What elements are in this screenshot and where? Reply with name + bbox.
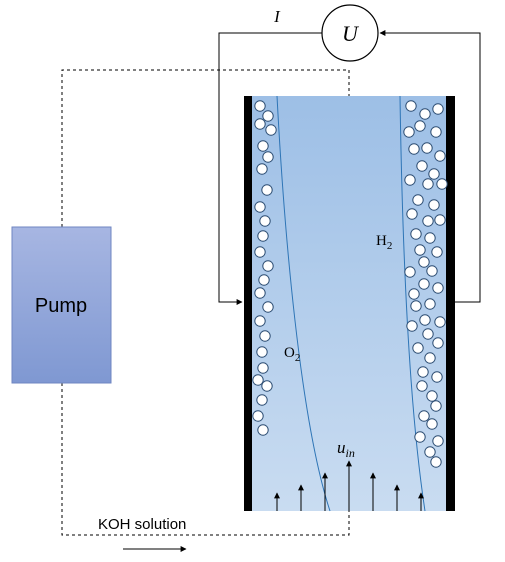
gas-bubble [432, 282, 444, 294]
gas-bubble [256, 163, 268, 175]
gas-bubble [412, 342, 424, 354]
gas-bubble [412, 194, 424, 206]
gas-bubble [406, 208, 418, 220]
gas-bubble [422, 178, 434, 190]
gas-bubble [406, 320, 418, 332]
gas-bubble [416, 160, 428, 172]
gas-bubble [254, 246, 266, 258]
anode-electrode [244, 96, 252, 511]
gas-bubble [419, 314, 431, 326]
inlet-velocity-label: uin [337, 438, 355, 460]
gas-bubble [432, 103, 444, 115]
cathode-electrode [446, 96, 455, 511]
gas-bubble [418, 278, 430, 290]
gas-bubble [418, 410, 430, 422]
gas-bubble [428, 168, 440, 180]
gas-bubble [261, 184, 273, 196]
gas-bubble [431, 246, 443, 258]
gas-bubble [426, 418, 438, 430]
gas-bubble [430, 126, 442, 138]
gas-bubble [424, 446, 436, 458]
koh-circulation-loop [61, 69, 350, 536]
gas-bubble [254, 201, 266, 213]
gas-bubble [410, 228, 422, 240]
gas-bubble [257, 362, 269, 374]
gas-bubble [256, 346, 268, 358]
gas-bubble [417, 366, 429, 378]
gas-bubble [262, 260, 274, 272]
gas-bubble [418, 256, 430, 268]
gas-bubble [432, 337, 444, 349]
voltage-label: U [342, 21, 360, 46]
voltage-source: U [321, 4, 379, 62]
oxygen-label: O2 [284, 345, 300, 364]
gas-bubble [254, 118, 266, 130]
gas-bubble [421, 142, 433, 154]
gas-bubble [404, 174, 416, 186]
gas-bubble [262, 110, 274, 122]
gas-bubble [261, 380, 273, 392]
gas-bubble [258, 274, 270, 286]
gas-bubble [431, 371, 443, 383]
inlet-velocity-arrows [274, 460, 424, 511]
oxygen-bubbles [252, 100, 277, 436]
hydrogen-bubbles [403, 100, 448, 468]
gas-bubble [434, 150, 446, 162]
gas-bubble [416, 380, 428, 392]
gas-bubble [432, 435, 444, 447]
gas-bubble [257, 424, 269, 436]
gas-bubble [262, 151, 274, 163]
gas-bubble [419, 108, 431, 120]
gas-plume-boundaries [276, 95, 426, 512]
gas-bubble [408, 288, 420, 300]
gas-bubble [256, 394, 268, 406]
pump-label: Pump [35, 295, 87, 317]
gas-bubble [414, 244, 426, 256]
gas-bubble [426, 265, 438, 277]
gas-bubble [434, 316, 446, 328]
gas-bubble [414, 120, 426, 132]
gas-bubble [408, 143, 420, 155]
pump: Pump [11, 226, 112, 384]
gas-bubble [265, 124, 277, 136]
gas-bubble [254, 315, 266, 327]
gas-bubble [404, 266, 416, 278]
gas-bubble [259, 215, 271, 227]
external-circuit [218, 30, 481, 305]
gas-bubble [257, 230, 269, 242]
gas-bubble [403, 126, 415, 138]
gas-bubble [426, 390, 438, 402]
gas-bubble [405, 100, 417, 112]
gas-bubble [434, 214, 446, 226]
gas-bubble [254, 100, 266, 112]
gas-bubble [262, 301, 274, 313]
gas-bubble [436, 178, 448, 190]
gas-bubble [410, 300, 422, 312]
current-label: I [273, 7, 281, 26]
gas-bubble [424, 232, 436, 244]
gas-bubble [257, 140, 269, 152]
gas-bubble [424, 298, 436, 310]
hydrogen-label: H2 [376, 233, 392, 252]
gas-bubble [259, 330, 271, 342]
gas-bubble [422, 215, 434, 227]
gas-bubble [414, 431, 426, 443]
gas-bubble [424, 352, 436, 364]
koh-solution-label: KOH solution [98, 516, 186, 533]
gas-bubble [428, 199, 440, 211]
gas-bubble [252, 410, 264, 422]
gas-bubble [254, 287, 266, 299]
gas-bubble [430, 456, 442, 468]
gas-bubble [430, 400, 442, 412]
gas-bubble [422, 328, 434, 340]
gas-bubble [252, 374, 264, 386]
